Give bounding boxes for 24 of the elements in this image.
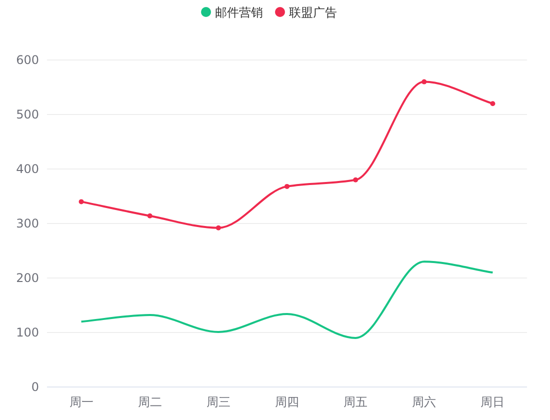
- point: [284, 184, 290, 189]
- point: [422, 79, 427, 84]
- y-tick-label: 400: [16, 162, 39, 176]
- x-tick-label: 周五: [344, 395, 368, 409]
- x-tick-label: 周六: [412, 395, 436, 409]
- point: [216, 225, 221, 230]
- y-tick-label: 300: [16, 216, 39, 230]
- legend-label: 邮件营销: [215, 6, 263, 20]
- y-tick-label: 500: [16, 108, 39, 122]
- y-tick-label: 600: [16, 53, 39, 67]
- x-tick-label: 周四: [275, 395, 299, 409]
- x-tick-label: 周日: [480, 395, 505, 409]
- y-tick-label: 0: [31, 380, 39, 394]
- y-tick-label: 200: [16, 271, 39, 285]
- point: [353, 177, 358, 182]
- legend-label: 联盟广告: [289, 6, 337, 20]
- x-tick-label: 周二: [138, 395, 162, 409]
- x-tick-label: 周一: [69, 395, 94, 409]
- point: [147, 213, 152, 218]
- line-series: [80, 260, 494, 339]
- point: [490, 101, 496, 106]
- y-tick-label: 100: [16, 326, 39, 340]
- point: [78, 199, 84, 204]
- x-tick-label: 周三: [206, 395, 230, 409]
